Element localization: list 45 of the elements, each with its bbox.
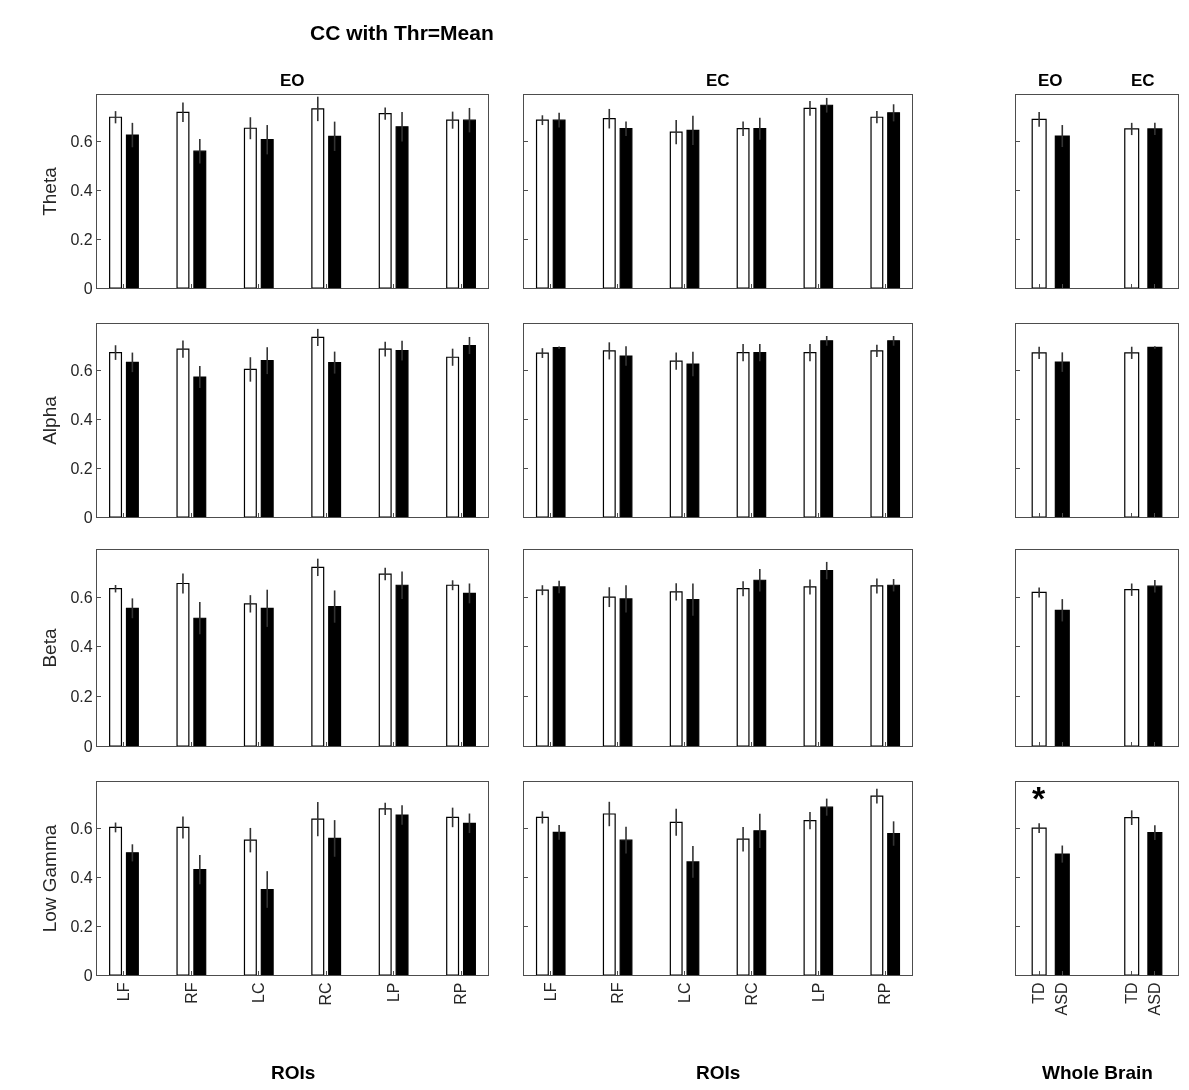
chart-title: EC [706,71,730,90]
x-tick-label: RF [182,982,200,1004]
annotation: * [1032,779,1046,817]
text: CC with Thr=Mean [310,21,494,44]
y-tick-label: 0.2 [70,459,93,477]
x-tick-label: TD [1122,982,1140,1004]
x-tick-label: RF [608,982,626,1004]
y-axis-title: Beta [39,628,61,668]
y-tick-label: 0.4 [70,410,93,428]
y-tick-label: 0.6 [70,588,93,606]
y-tick-label: 0 [83,508,93,526]
x-tick-label: LP [809,982,827,1003]
x-tick-label: RP [452,982,470,1005]
x-tick-label: RC [742,982,760,1006]
y-tick-label: 0 [83,279,93,297]
x-tick-label: RP [876,982,894,1005]
y-axis-title: Theta [39,166,61,216]
y-tick-label: 0.2 [70,230,93,248]
y-tick-label: 0.6 [70,133,93,151]
x-axis-title: Whole Brain [1042,1062,1153,1083]
x-tick-label: LC [249,982,267,1003]
x-tick-label: ASD [1146,982,1164,1016]
text: EC [1131,71,1155,90]
y-tick-label: 0.6 [70,820,93,838]
y-tick-label: 0.2 [70,917,93,935]
x-tick-label: TD [1030,982,1048,1004]
y-tick-label: 0 [83,966,93,984]
x-tick-label: LF [115,982,133,1002]
text: EO [1038,71,1063,90]
chart-title: EO [280,71,305,90]
y-tick-label: 0.6 [70,362,93,380]
x-tick-label: LF [541,982,559,1002]
x-axis-title: ROIs [271,1062,316,1083]
y-tick-label: 0 [83,737,93,755]
x-tick-label: RC [317,982,335,1006]
x-axis-title: ROIs [696,1062,741,1083]
y-axis-title: Alpha [39,395,61,445]
y-axis-title: Low Gamma [39,824,61,933]
y-tick-label: 0.4 [70,181,93,199]
x-tick-label: LC [675,982,693,1003]
x-tick-label: ASD [1053,982,1071,1016]
y-tick-label: 0.4 [70,868,93,886]
y-tick-label: 0.2 [70,687,93,705]
y-tick-label: 0.4 [70,638,93,656]
x-tick-label: LP [384,982,402,1003]
